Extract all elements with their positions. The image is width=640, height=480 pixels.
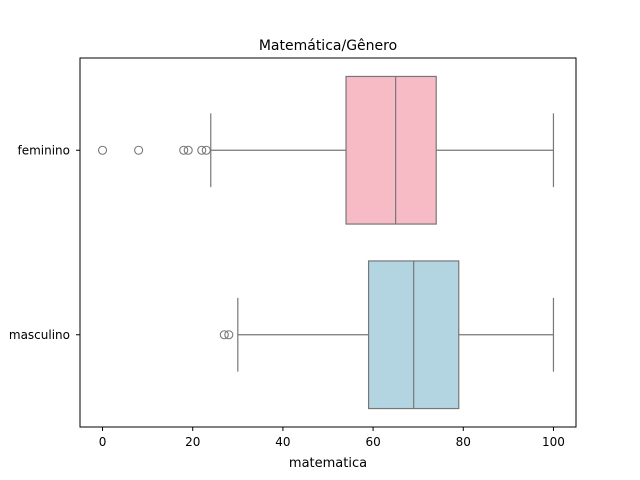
outlier-point: [224, 330, 234, 340]
y-tick-label: masculino: [9, 328, 70, 342]
x-tick-label: 80: [456, 435, 471, 449]
outlier-point: [201, 145, 211, 155]
box-feminino: [97, 75, 555, 225]
iqr-box: [345, 75, 437, 225]
y-tick-label: feminino: [17, 143, 70, 157]
x-tick-label: 60: [365, 435, 380, 449]
plot-frame: [79, 57, 577, 428]
x-tick-label: 20: [185, 435, 200, 449]
x-axis-label: matematica: [289, 456, 367, 471]
x-tick-label: 0: [99, 435, 107, 449]
outlier-point: [197, 145, 207, 155]
chart-title: Matemática/Gênero: [259, 38, 397, 54]
outlier-point: [97, 145, 108, 155]
outlier-point: [179, 145, 189, 155]
box-masculino: [219, 260, 555, 410]
outlier-point: [134, 145, 144, 155]
outlier-point: [219, 330, 229, 340]
x-tick-label: 100: [542, 435, 565, 449]
outlier-point: [183, 145, 193, 155]
x-tick-label: 40: [275, 435, 290, 449]
